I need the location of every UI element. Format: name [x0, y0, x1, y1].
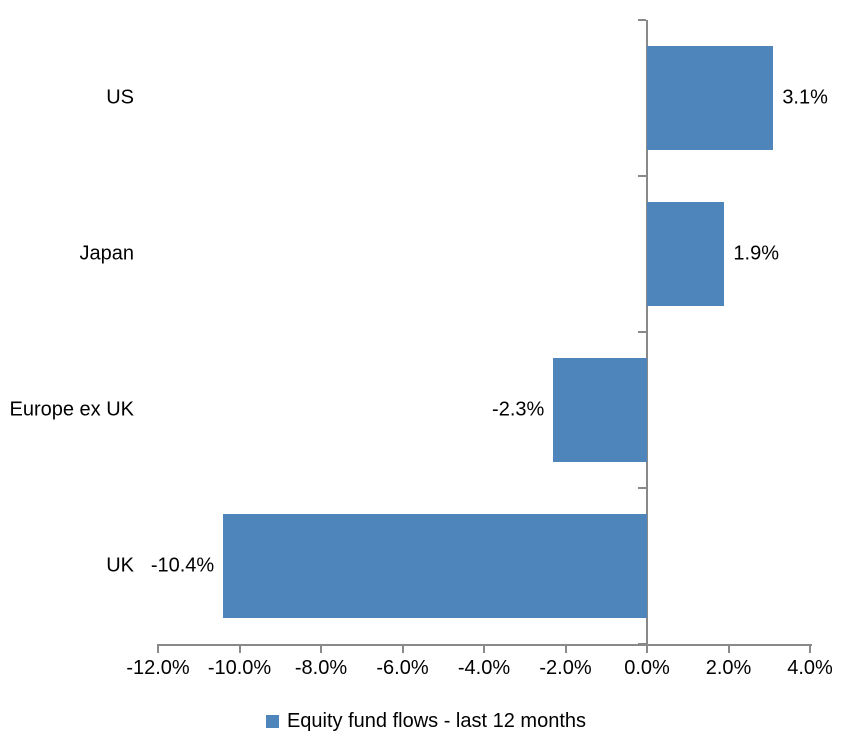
x-tick-label: -6.0%: [376, 657, 429, 679]
x-axis-tick: [401, 644, 404, 653]
category-label-us: US: [106, 86, 134, 109]
x-tick-label: 0.0%: [624, 657, 670, 679]
data-label-us: 3.1%: [782, 86, 828, 109]
category-axis-tick: [638, 331, 646, 333]
x-axis-line: [158, 644, 812, 646]
x-axis-tick: [320, 644, 322, 653]
data-label-europe-ex-uk: -2.3%: [492, 398, 545, 421]
x-tick-label: -2.0%: [539, 657, 592, 679]
data-label-uk: -10.4%: [150, 554, 215, 577]
x-axis-tick: [809, 644, 811, 653]
bar-us: [647, 46, 774, 150]
x-axis-tick: [727, 644, 730, 653]
bar-europe-ex-uk: [553, 358, 647, 462]
x-tick-label: 4.0%: [787, 657, 833, 679]
bar-japan: [647, 202, 725, 306]
category-label-europe-ex-uk: Europe ex UK: [9, 398, 134, 421]
x-axis-tick: [157, 644, 159, 653]
y-axis-zero-line: [646, 20, 648, 644]
category-axis-tick: [638, 19, 646, 21]
x-axis-tick: [238, 644, 241, 653]
data-label-japan: 1.9%: [733, 242, 780, 265]
x-axis-tick: [646, 644, 648, 653]
bar-uk: [223, 514, 647, 618]
category-label-uk: UK: [106, 554, 134, 577]
x-tick-label: -4.0%: [457, 657, 511, 679]
legend-swatch: [265, 714, 279, 728]
category-axis-tick: [638, 175, 646, 177]
x-tick-label: -10.0%: [207, 657, 272, 679]
x-tick-label: -8.0%: [294, 657, 348, 679]
x-axis-tick: [483, 644, 485, 653]
legend: Equity fund flows - last 12 months: [0, 709, 852, 733]
category-label-japan: Japan: [79, 242, 135, 265]
legend-label: Equity fund flows - last 12 months: [286, 710, 587, 732]
x-tick-label: -12.0%: [126, 657, 190, 679]
category-axis-tick: [638, 487, 646, 489]
x-tick-label: 2.0%: [705, 657, 752, 679]
x-axis-tick: [564, 644, 567, 653]
